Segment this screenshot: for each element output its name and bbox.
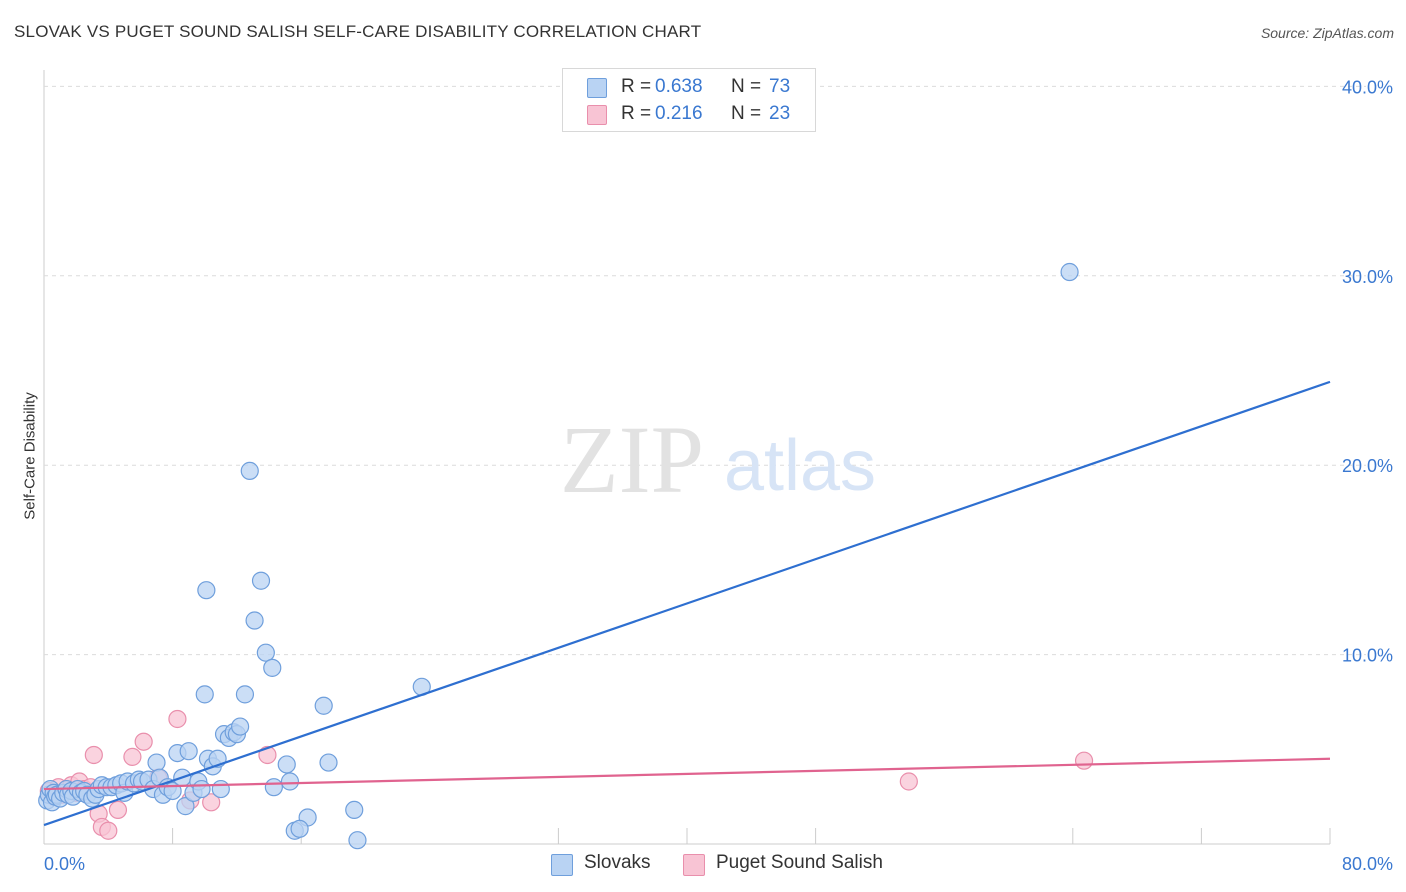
watermark: ZIP atlas: [560, 406, 876, 513]
data-point-slovaks: [235, 685, 255, 704]
data-point-puget: [258, 745, 277, 765]
data-point-puget: [899, 772, 918, 791]
bottom-legend-swatch-puget: [683, 854, 705, 876]
data-point-slovaks: [1060, 262, 1079, 282]
data-point-slovaks: [319, 753, 338, 772]
data-point-slovaks: [348, 831, 367, 850]
data-point-slovaks: [290, 819, 309, 838]
x-tick-label: 0.0%: [44, 854, 85, 874]
data-point-slovaks: [263, 658, 282, 677]
data-point-slovaks: [280, 772, 300, 791]
data-point-slovaks: [345, 800, 364, 820]
legend-swatch-slovaks: [587, 78, 607, 98]
data-point-slovaks: [314, 696, 333, 715]
legend-n-label: N =: [731, 103, 762, 124]
legend-r-label: R =: [621, 103, 652, 124]
data-point-slovaks: [211, 779, 230, 799]
data-point-slovaks: [195, 685, 214, 704]
y-tick-label: 20.0%: [1342, 456, 1393, 476]
legend-n-label: N =: [731, 76, 762, 97]
legend-r-value: 0.216: [655, 103, 703, 124]
legend-r-value: 0.638: [655, 76, 703, 97]
watermark-atlas: atlas: [724, 426, 876, 506]
legend-n-value: 73: [769, 76, 791, 97]
bottom-legend-label-slovaks: Slovaks: [584, 852, 651, 873]
y-tick-label: 40.0%: [1342, 77, 1393, 97]
legend-n-value: 23: [769, 103, 791, 124]
data-point-slovaks: [176, 797, 195, 816]
data-point-puget: [168, 709, 187, 729]
trend-layer: [43, 380, 1331, 827]
data-point-slovaks: [264, 778, 283, 797]
data-point-puget: [108, 800, 128, 820]
bottom-legend-label-puget: Puget Sound Salish: [716, 852, 883, 873]
x-tick-label: 80.0%: [1342, 854, 1393, 874]
grid-layer: [43, 70, 1366, 845]
data-point-slovaks: [256, 643, 275, 662]
data-point-puget: [202, 793, 221, 812]
data-point-slovaks: [197, 581, 216, 600]
data-point-slovaks: [251, 571, 271, 590]
data-point-slovaks: [179, 742, 198, 761]
data-point-puget: [134, 732, 153, 751]
data-point-puget: [1074, 751, 1094, 770]
points-layer: [38, 262, 1094, 850]
data-point-puget: [123, 747, 142, 766]
ticks-layer: 10.0% 20.0% 30.0% 40.0% 0.0% 80.0%: [44, 77, 1393, 874]
watermark-zip: ZIP: [560, 406, 704, 513]
trendline-puget: [43, 757, 1331, 791]
data-point-slovaks: [231, 717, 250, 736]
data-point-puget: [84, 745, 103, 765]
data-point-slovaks: [147, 753, 166, 772]
legend-r-label: R =: [621, 76, 652, 97]
y-tick-label: 30.0%: [1342, 267, 1393, 287]
y-tick-label: 10.0%: [1342, 646, 1393, 666]
data-point-slovaks: [192, 779, 211, 799]
legend-swatch-puget: [587, 105, 607, 125]
bottom-legend-swatch-slovaks: [551, 854, 573, 876]
data-point-puget: [99, 821, 118, 840]
source-label: Source: ZipAtlas.com: [1260, 25, 1394, 41]
trendline-slovaks: [43, 380, 1331, 827]
data-point-slovaks: [245, 611, 264, 630]
chart-title: SLOVAK VS PUGET SOUND SALISH SELF-CARE D…: [14, 22, 702, 41]
correlation-legend: R = 0.638 N = 73 R = 0.216 N = 23: [562, 68, 816, 132]
data-point-slovaks: [240, 461, 259, 480]
data-point-slovaks: [277, 755, 296, 774]
